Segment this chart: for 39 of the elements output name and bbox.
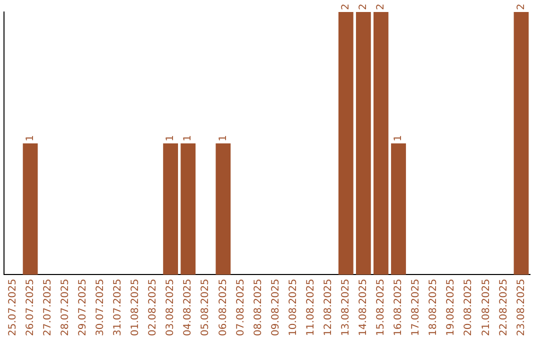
x-tick-label: 15.08.2025	[376, 278, 387, 336]
x-tick-label: 09.08.2025	[270, 278, 282, 336]
x-tick-label: 25.07.2025	[7, 278, 18, 336]
x-tick-label: 16.08.2025	[393, 278, 404, 336]
x-tick-label: 12.08.2025	[322, 278, 334, 336]
x-tick-label: 19.08.2025	[446, 278, 457, 336]
x-tick-label: 06.08.2025	[218, 278, 229, 336]
data-label: 1	[218, 134, 229, 142]
x-tick-label: 29.07.2025	[77, 278, 88, 336]
x-tick-label: 13.08.2025	[340, 278, 352, 336]
x-tick-label: 21.08.2025	[480, 278, 492, 336]
data-label: 1	[182, 134, 194, 142]
x-tick-label: 14.08.2025	[358, 278, 370, 336]
x-tick-label: 23.08.2025	[516, 278, 527, 336]
data-label: 1	[24, 134, 36, 142]
x-tick-label: 27.07.2025	[42, 278, 54, 336]
data-label: 2	[340, 4, 352, 10]
x-tick-label: 07.08.2025	[235, 278, 246, 336]
data-label: 2	[516, 4, 527, 10]
data-label: 2	[358, 4, 370, 10]
x-tick-label: 28.07.2025	[60, 278, 71, 336]
x-tick-label: 08.08.2025	[252, 278, 264, 336]
x-tick-label: 20.08.2025	[463, 278, 474, 336]
x-tick-label: 31.07.2025	[112, 278, 124, 336]
x-tick-label: 30.07.2025	[95, 278, 106, 336]
x-tick-label: 03.08.2025	[165, 278, 176, 336]
data-label: 1	[393, 134, 404, 142]
x-tick-label: 05.08.2025	[200, 278, 212, 336]
x-tick-label: 04.08.2025	[182, 278, 194, 336]
x-tick-label: 18.08.2025	[428, 278, 440, 336]
x-tick-label: 01.08.2025	[130, 278, 142, 336]
x-tick-label: 26.07.2025	[24, 278, 36, 336]
x-tick-label: 10.08.2025	[288, 278, 299, 336]
data-label: 1	[165, 134, 176, 142]
x-tick-label: 11.08.2025	[305, 278, 316, 336]
data-label: 2	[376, 4, 387, 10]
x-tick-label: 02.08.2025	[148, 278, 159, 336]
x-tick-label: 22.08.2025	[498, 278, 510, 336]
x-tick-label: 17.08.2025	[410, 278, 422, 336]
